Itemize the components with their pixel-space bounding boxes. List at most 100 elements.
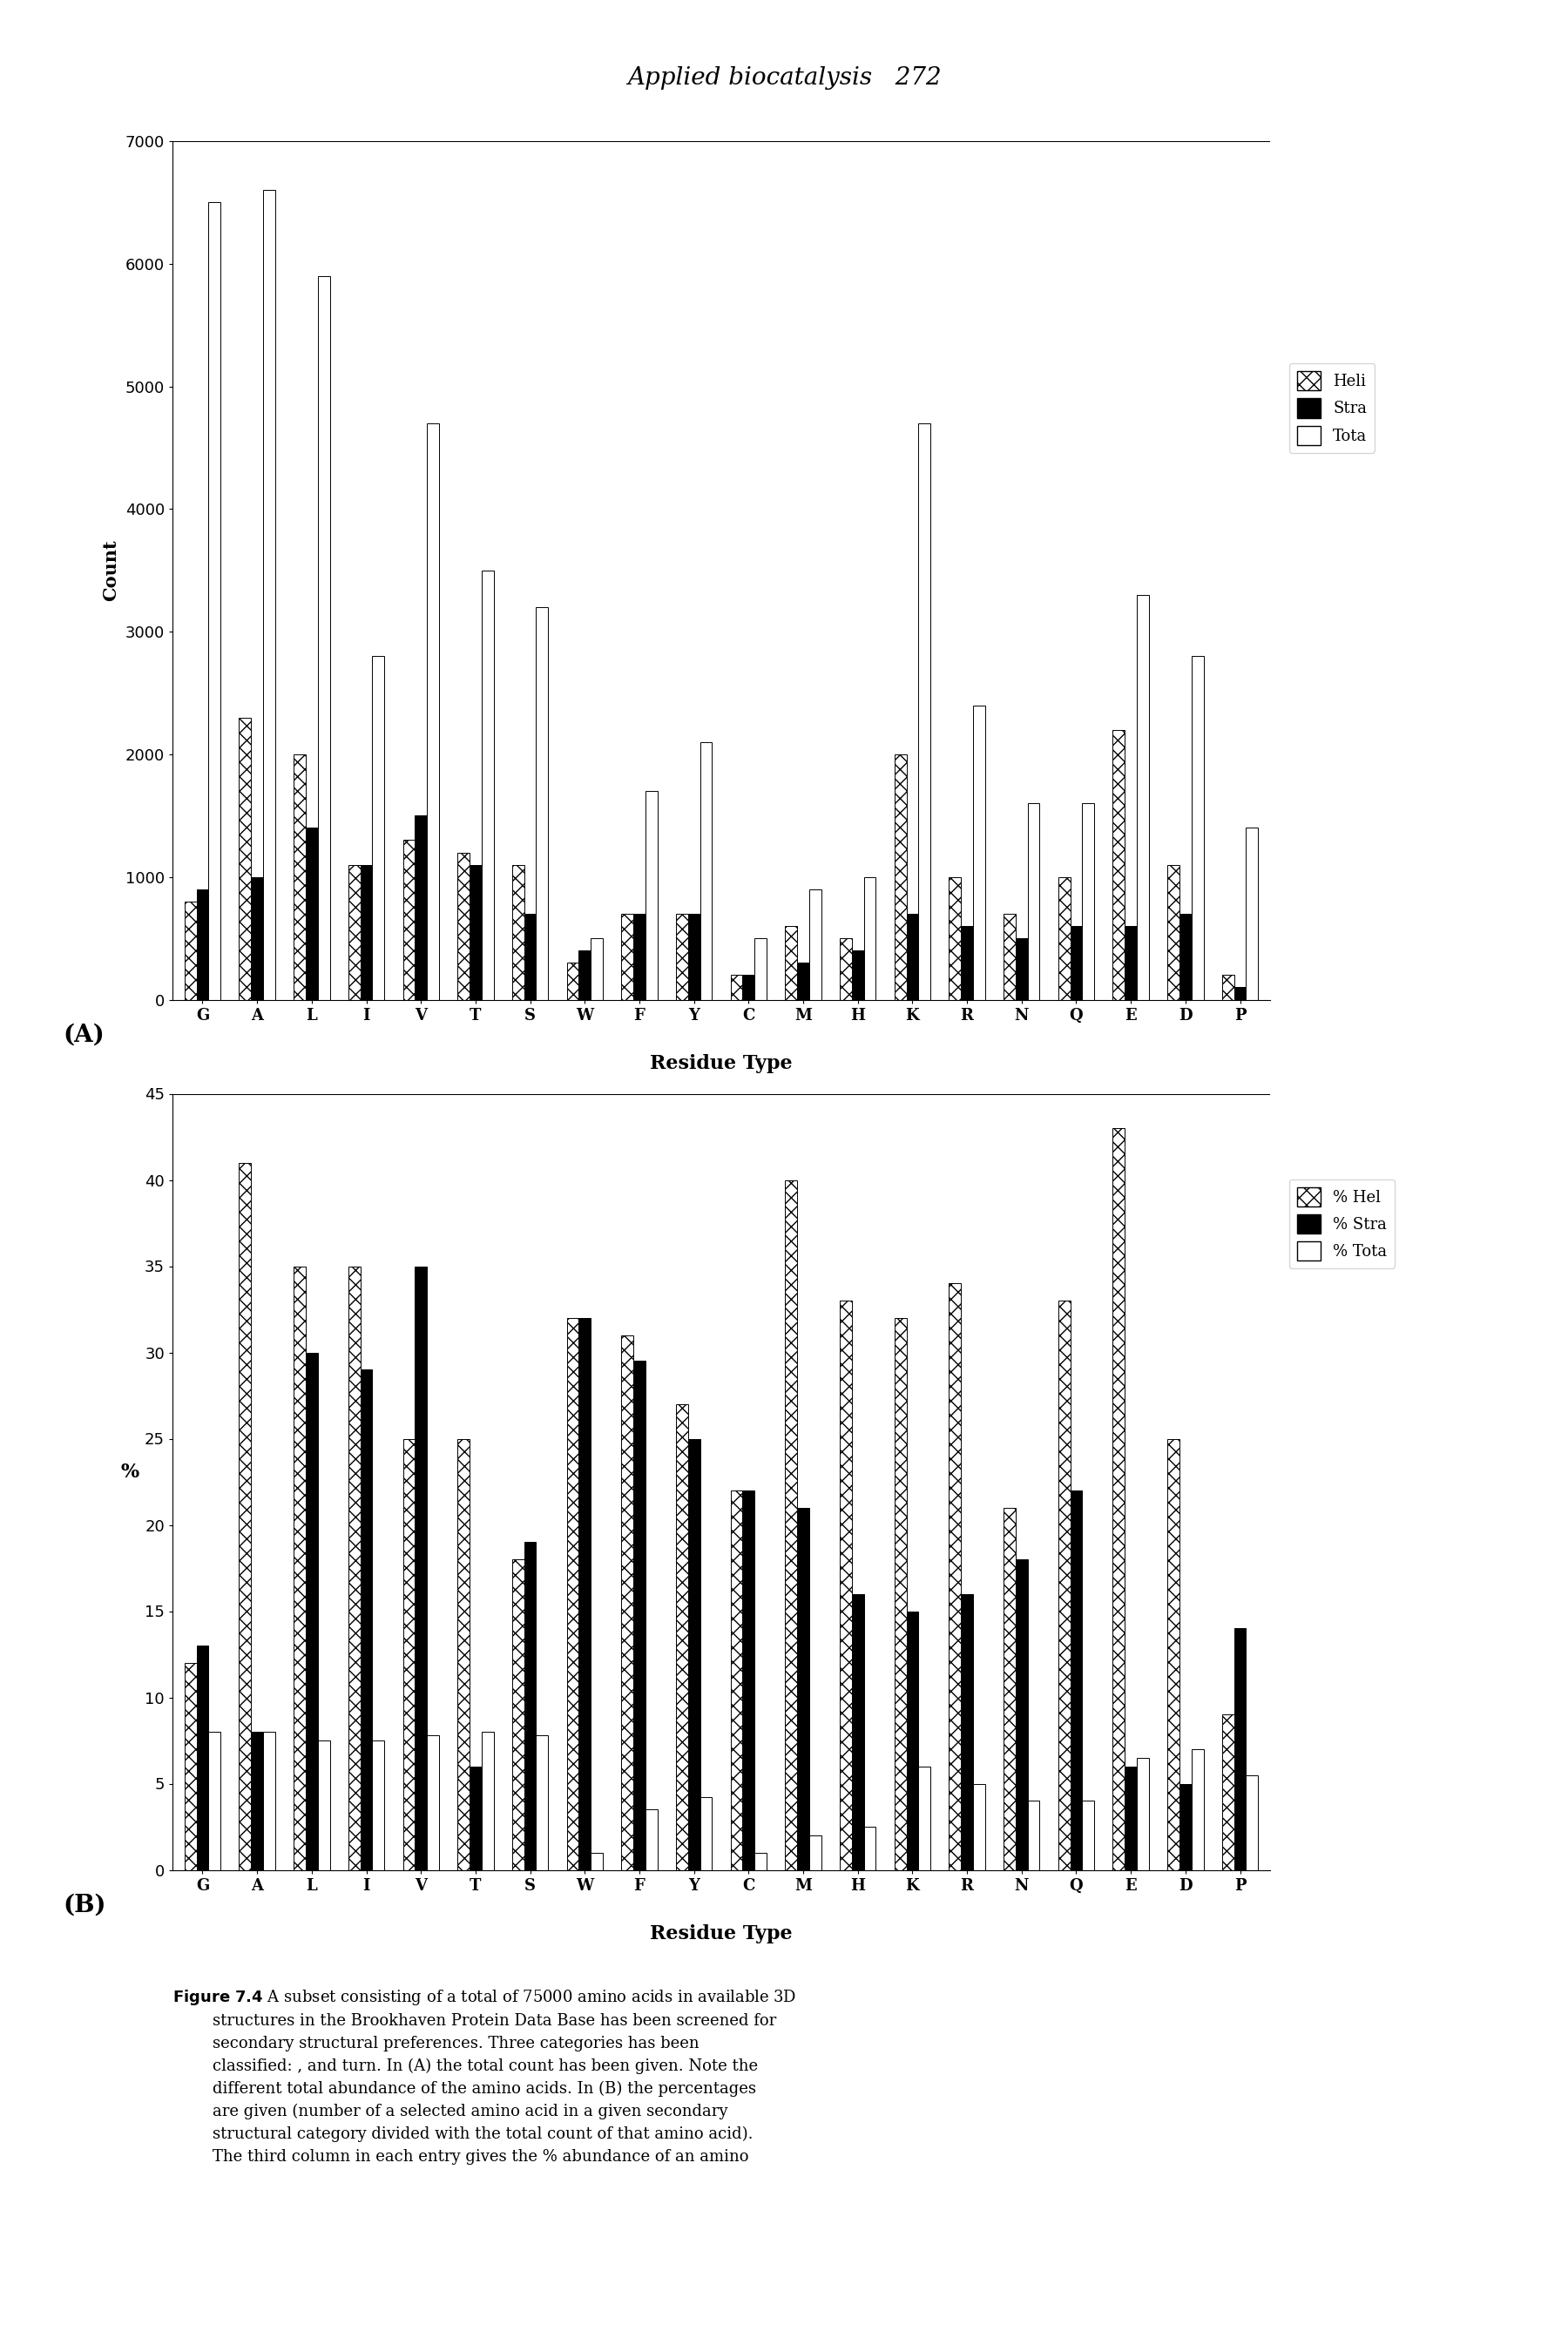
Bar — [1221, 1715, 1234, 1870]
Bar — [196, 1646, 209, 1870]
Bar — [797, 1508, 809, 1870]
Bar — [579, 1317, 591, 1870]
Bar — [591, 1853, 602, 1870]
Bar — [1179, 915, 1192, 1000]
Text: Applied biocatalysis   272: Applied biocatalysis 272 — [627, 66, 941, 89]
Bar — [426, 423, 439, 1000]
Bar — [1247, 1776, 1258, 1870]
Bar — [469, 866, 481, 1000]
Bar — [293, 1265, 306, 1870]
Bar — [754, 1853, 767, 1870]
Bar — [263, 191, 274, 1000]
Bar — [513, 1559, 524, 1870]
Bar — [185, 901, 196, 1000]
Bar — [1192, 656, 1204, 1000]
Legend: Heli, Stra, Tota: Heli, Stra, Tota — [1289, 365, 1375, 452]
Bar — [961, 927, 974, 1000]
Bar — [1082, 1802, 1094, 1870]
Bar — [1004, 1508, 1016, 1870]
Bar — [646, 1809, 657, 1870]
Bar — [731, 1491, 743, 1870]
Bar — [949, 1284, 961, 1870]
Bar — [1027, 804, 1040, 1000]
Bar — [536, 1736, 549, 1870]
Bar — [566, 1317, 579, 1870]
Bar — [840, 1301, 851, 1870]
Bar — [318, 1740, 329, 1870]
Bar — [238, 1162, 251, 1870]
Bar — [524, 1543, 536, 1870]
Bar — [238, 717, 251, 1000]
Bar — [458, 851, 469, 1000]
Bar — [1027, 1802, 1040, 1870]
Bar — [1058, 877, 1071, 1000]
Bar — [676, 915, 688, 1000]
Bar — [621, 1336, 633, 1870]
Bar — [894, 755, 906, 1000]
Bar — [949, 877, 961, 1000]
Bar — [676, 1404, 688, 1870]
Bar — [851, 1595, 864, 1870]
Bar — [1179, 1783, 1192, 1870]
Bar — [1016, 938, 1027, 1000]
Text: (A): (A) — [63, 1023, 105, 1047]
Bar — [566, 962, 579, 1000]
Bar — [1113, 1129, 1124, 1870]
Bar — [699, 1797, 712, 1870]
Bar — [536, 607, 549, 1000]
Bar — [699, 743, 712, 1000]
Bar — [416, 1265, 426, 1870]
Text: $\bf{Figure\ 7.4}$ A subset consisting of a total of 75000 amino acids in availa: $\bf{Figure\ 7.4}$ A subset consisting o… — [172, 1987, 797, 2164]
Bar — [688, 1439, 699, 1870]
Bar — [919, 1766, 930, 1870]
Bar — [633, 1362, 646, 1870]
Legend: % Hel, % Stra, % Tota: % Hel, % Stra, % Tota — [1289, 1178, 1396, 1268]
Bar — [185, 1663, 196, 1870]
Bar — [361, 1369, 372, 1870]
Bar — [1124, 1766, 1137, 1870]
Bar — [731, 976, 743, 1000]
Bar — [797, 962, 809, 1000]
Bar — [196, 889, 209, 1000]
Bar — [786, 1181, 797, 1870]
Text: Residue Type: Residue Type — [651, 1054, 792, 1073]
Bar — [579, 950, 591, 1000]
Bar — [263, 1731, 274, 1870]
Bar — [403, 840, 416, 1000]
Bar — [361, 866, 372, 1000]
Bar — [1247, 828, 1258, 1000]
Bar — [864, 877, 877, 1000]
Bar — [348, 866, 361, 1000]
Bar — [1168, 1439, 1179, 1870]
Bar — [1082, 804, 1094, 1000]
Bar — [591, 938, 602, 1000]
Bar — [293, 755, 306, 1000]
Bar — [1192, 1750, 1204, 1870]
Bar — [1071, 1491, 1082, 1870]
Bar — [633, 915, 646, 1000]
Bar — [251, 877, 263, 1000]
Bar — [786, 927, 797, 1000]
Bar — [481, 572, 494, 1000]
Bar — [809, 889, 822, 1000]
Bar — [1137, 1757, 1149, 1870]
Bar — [906, 915, 919, 1000]
Bar — [1168, 866, 1179, 1000]
Bar — [458, 1439, 469, 1870]
Bar — [1071, 927, 1082, 1000]
Bar — [251, 1731, 263, 1870]
Bar — [348, 1265, 361, 1870]
Bar — [513, 866, 524, 1000]
Bar — [1137, 595, 1149, 1000]
Bar — [851, 950, 864, 1000]
Bar — [372, 1740, 384, 1870]
Bar — [209, 1731, 221, 1870]
Bar — [1234, 1628, 1247, 1870]
Bar — [1124, 927, 1137, 1000]
Bar — [864, 1828, 877, 1870]
Bar — [426, 1736, 439, 1870]
Bar — [1234, 988, 1247, 1000]
Bar — [416, 816, 426, 1000]
Bar — [743, 1491, 754, 1870]
Bar — [469, 1766, 481, 1870]
